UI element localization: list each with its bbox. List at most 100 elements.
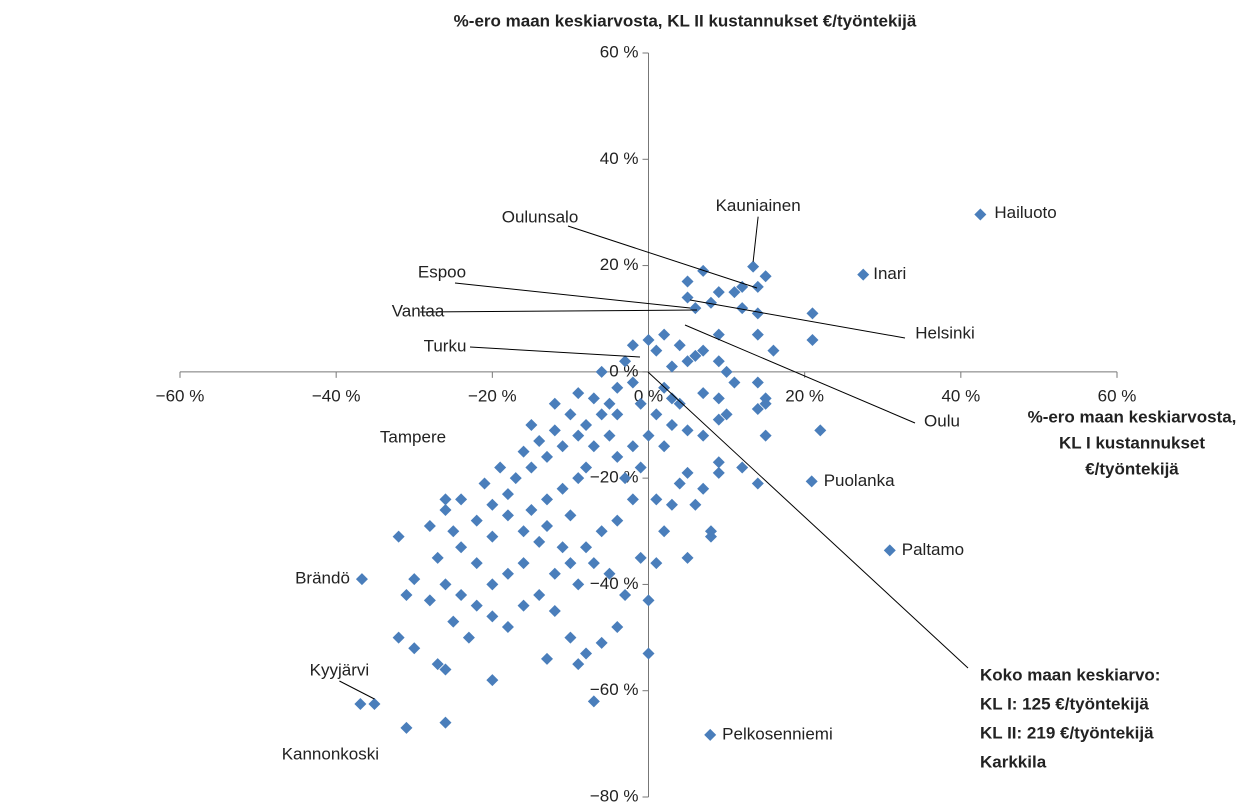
point [759, 397, 772, 410]
point [603, 567, 616, 580]
point [595, 408, 608, 421]
y-tick-label: 20 % [600, 255, 639, 274]
y-tick-label: 60 % [600, 42, 639, 61]
point [642, 429, 655, 442]
annotation: Espoo [418, 262, 466, 281]
point [455, 493, 468, 506]
point [564, 631, 577, 644]
point [751, 376, 764, 389]
point [564, 509, 577, 522]
y-tick-label: 0 % [609, 361, 638, 380]
point [470, 557, 483, 570]
point [603, 397, 616, 410]
point [439, 493, 452, 506]
point [533, 589, 546, 602]
point [759, 429, 772, 442]
point [697, 344, 710, 357]
point [400, 721, 413, 734]
point [533, 434, 546, 447]
point [486, 578, 499, 591]
point [751, 328, 764, 341]
point [431, 551, 444, 564]
point [548, 397, 561, 410]
x-tick-label: −60 % [156, 386, 205, 405]
y-tick-label: 40 % [600, 149, 639, 168]
point [400, 589, 413, 602]
point [587, 440, 600, 453]
point [470, 599, 483, 612]
point [728, 286, 741, 299]
point [626, 339, 639, 352]
annotation: Vantaa [392, 301, 445, 320]
point [751, 307, 764, 320]
point [626, 376, 639, 389]
point [408, 573, 421, 586]
x-axis-label: %-ero maan keskiarvosta, [1028, 407, 1237, 426]
labeled-point [883, 544, 896, 557]
leader-line [689, 299, 906, 339]
point [501, 567, 514, 580]
point [595, 636, 608, 649]
point [697, 482, 710, 495]
point [681, 291, 694, 304]
point [626, 440, 639, 453]
point [814, 424, 827, 437]
point [751, 280, 764, 293]
point [509, 472, 522, 485]
leader-line [469, 346, 641, 358]
chart-title: %-ero maan keskiarvosta, KL II kustannuk… [454, 11, 917, 30]
point [486, 610, 499, 623]
y-tick-label: −60 % [590, 680, 639, 699]
x-tick-label: 40 % [941, 386, 980, 405]
point [525, 419, 538, 431]
point [650, 493, 663, 506]
point [681, 355, 694, 368]
point [486, 674, 499, 687]
point [455, 589, 468, 602]
point [689, 302, 702, 315]
leader-line [419, 309, 698, 313]
point [587, 695, 600, 708]
average-note: Karkkila [980, 752, 1047, 771]
point [580, 461, 593, 474]
average-note: KL II: 219 €/työntekijä [980, 723, 1154, 742]
labeled-point [974, 208, 987, 221]
point [712, 355, 725, 368]
x-tick-label: 60 % [1098, 386, 1137, 405]
point [439, 663, 452, 676]
point [642, 594, 655, 607]
point-label: Paltamo [902, 540, 964, 559]
point [619, 472, 632, 485]
point [470, 514, 483, 527]
point [611, 514, 624, 527]
point [423, 594, 436, 607]
point [408, 642, 421, 655]
point [634, 397, 647, 410]
point [619, 355, 632, 368]
annotation: Helsinki [915, 323, 975, 342]
point [486, 498, 499, 511]
point [642, 647, 655, 660]
point [751, 403, 764, 416]
point [556, 440, 569, 453]
point [712, 286, 725, 299]
point [720, 408, 733, 421]
point [712, 456, 725, 469]
labeled-point [368, 698, 381, 710]
point [611, 620, 624, 633]
point [572, 387, 585, 400]
leader-line [454, 282, 691, 309]
point [540, 652, 553, 665]
point [681, 275, 694, 288]
point [548, 424, 561, 437]
point [611, 450, 624, 463]
point [595, 365, 608, 378]
point [634, 551, 647, 564]
point [455, 541, 468, 554]
leader-line [339, 680, 375, 700]
point [423, 519, 436, 532]
point [681, 424, 694, 437]
point [540, 519, 553, 532]
point-label: Hailuoto [994, 203, 1056, 222]
point [447, 525, 460, 538]
